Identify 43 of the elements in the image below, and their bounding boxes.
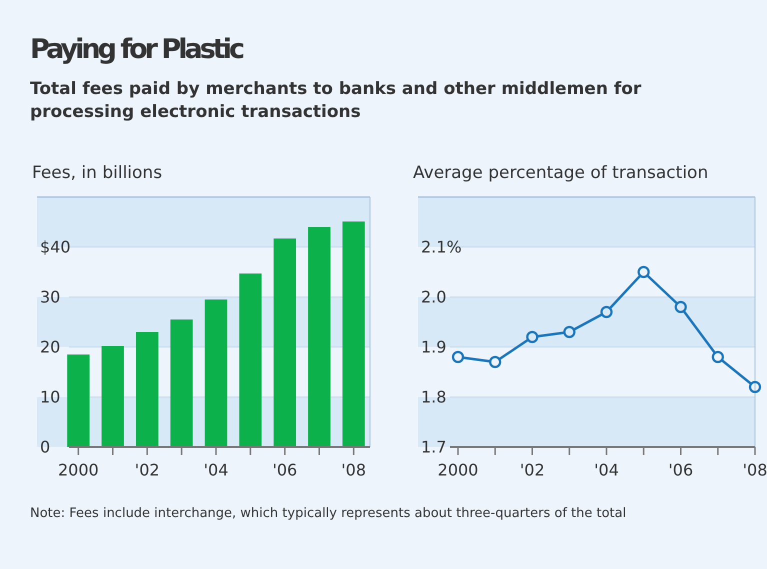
bar (274, 238, 296, 447)
point (563, 326, 576, 338)
x-tick-label: '04 (204, 460, 228, 480)
point (748, 380, 762, 394)
y-tick-label: 1.8 (421, 388, 446, 406)
text: Note: Fees include interchange, which typically represents about three-quarters of the total (30, 506, 626, 521)
y-axis-title: Average percentage of transaction (413, 163, 708, 183)
y-tick-label: 2.1% (421, 238, 462, 256)
x-tick-label: '04 (594, 460, 619, 480)
point (600, 306, 613, 318)
bar (204, 300, 228, 447)
x-tick-label: '02 (134, 460, 160, 480)
y-tick-label: 20 (40, 338, 60, 356)
y-axis-title: Fees, in billions (32, 163, 162, 183)
y-tick-label: 1.9 (421, 338, 446, 356)
point (452, 350, 464, 364)
y-tick-label: $40 (40, 238, 71, 256)
y-tick-label: 10 (40, 388, 60, 406)
bar (308, 227, 330, 447)
bar (342, 222, 365, 447)
x-tick-label: '06 (272, 460, 298, 480)
point (638, 266, 650, 278)
y-tick-label: 1.7 (421, 438, 446, 456)
x-tick-label: 2000 (438, 460, 478, 480)
bar (102, 346, 124, 447)
bar (67, 354, 90, 447)
y-tick-label: 30 (40, 288, 60, 306)
x-tick-label: '06 (668, 460, 694, 480)
x-tick-label: '02 (520, 460, 545, 480)
point (526, 330, 538, 344)
chart-title: Paying for Plastic (30, 34, 245, 65)
x-tick-label: 2000 (58, 460, 99, 480)
bar (170, 320, 193, 447)
x-tick-label: '08 (341, 460, 366, 480)
x-tick-label: '08 (742, 460, 767, 480)
chart-subtitle: Total fees paid by merchants to banks and other middlemen for processing electronic transactions (30, 79, 642, 122)
bar (136, 332, 158, 447)
point (712, 350, 724, 364)
point (489, 356, 502, 368)
point (674, 300, 687, 314)
y-tick-label: 2.0 (421, 288, 446, 306)
y-tick-label: 0 (40, 438, 50, 456)
bar (239, 274, 262, 447)
